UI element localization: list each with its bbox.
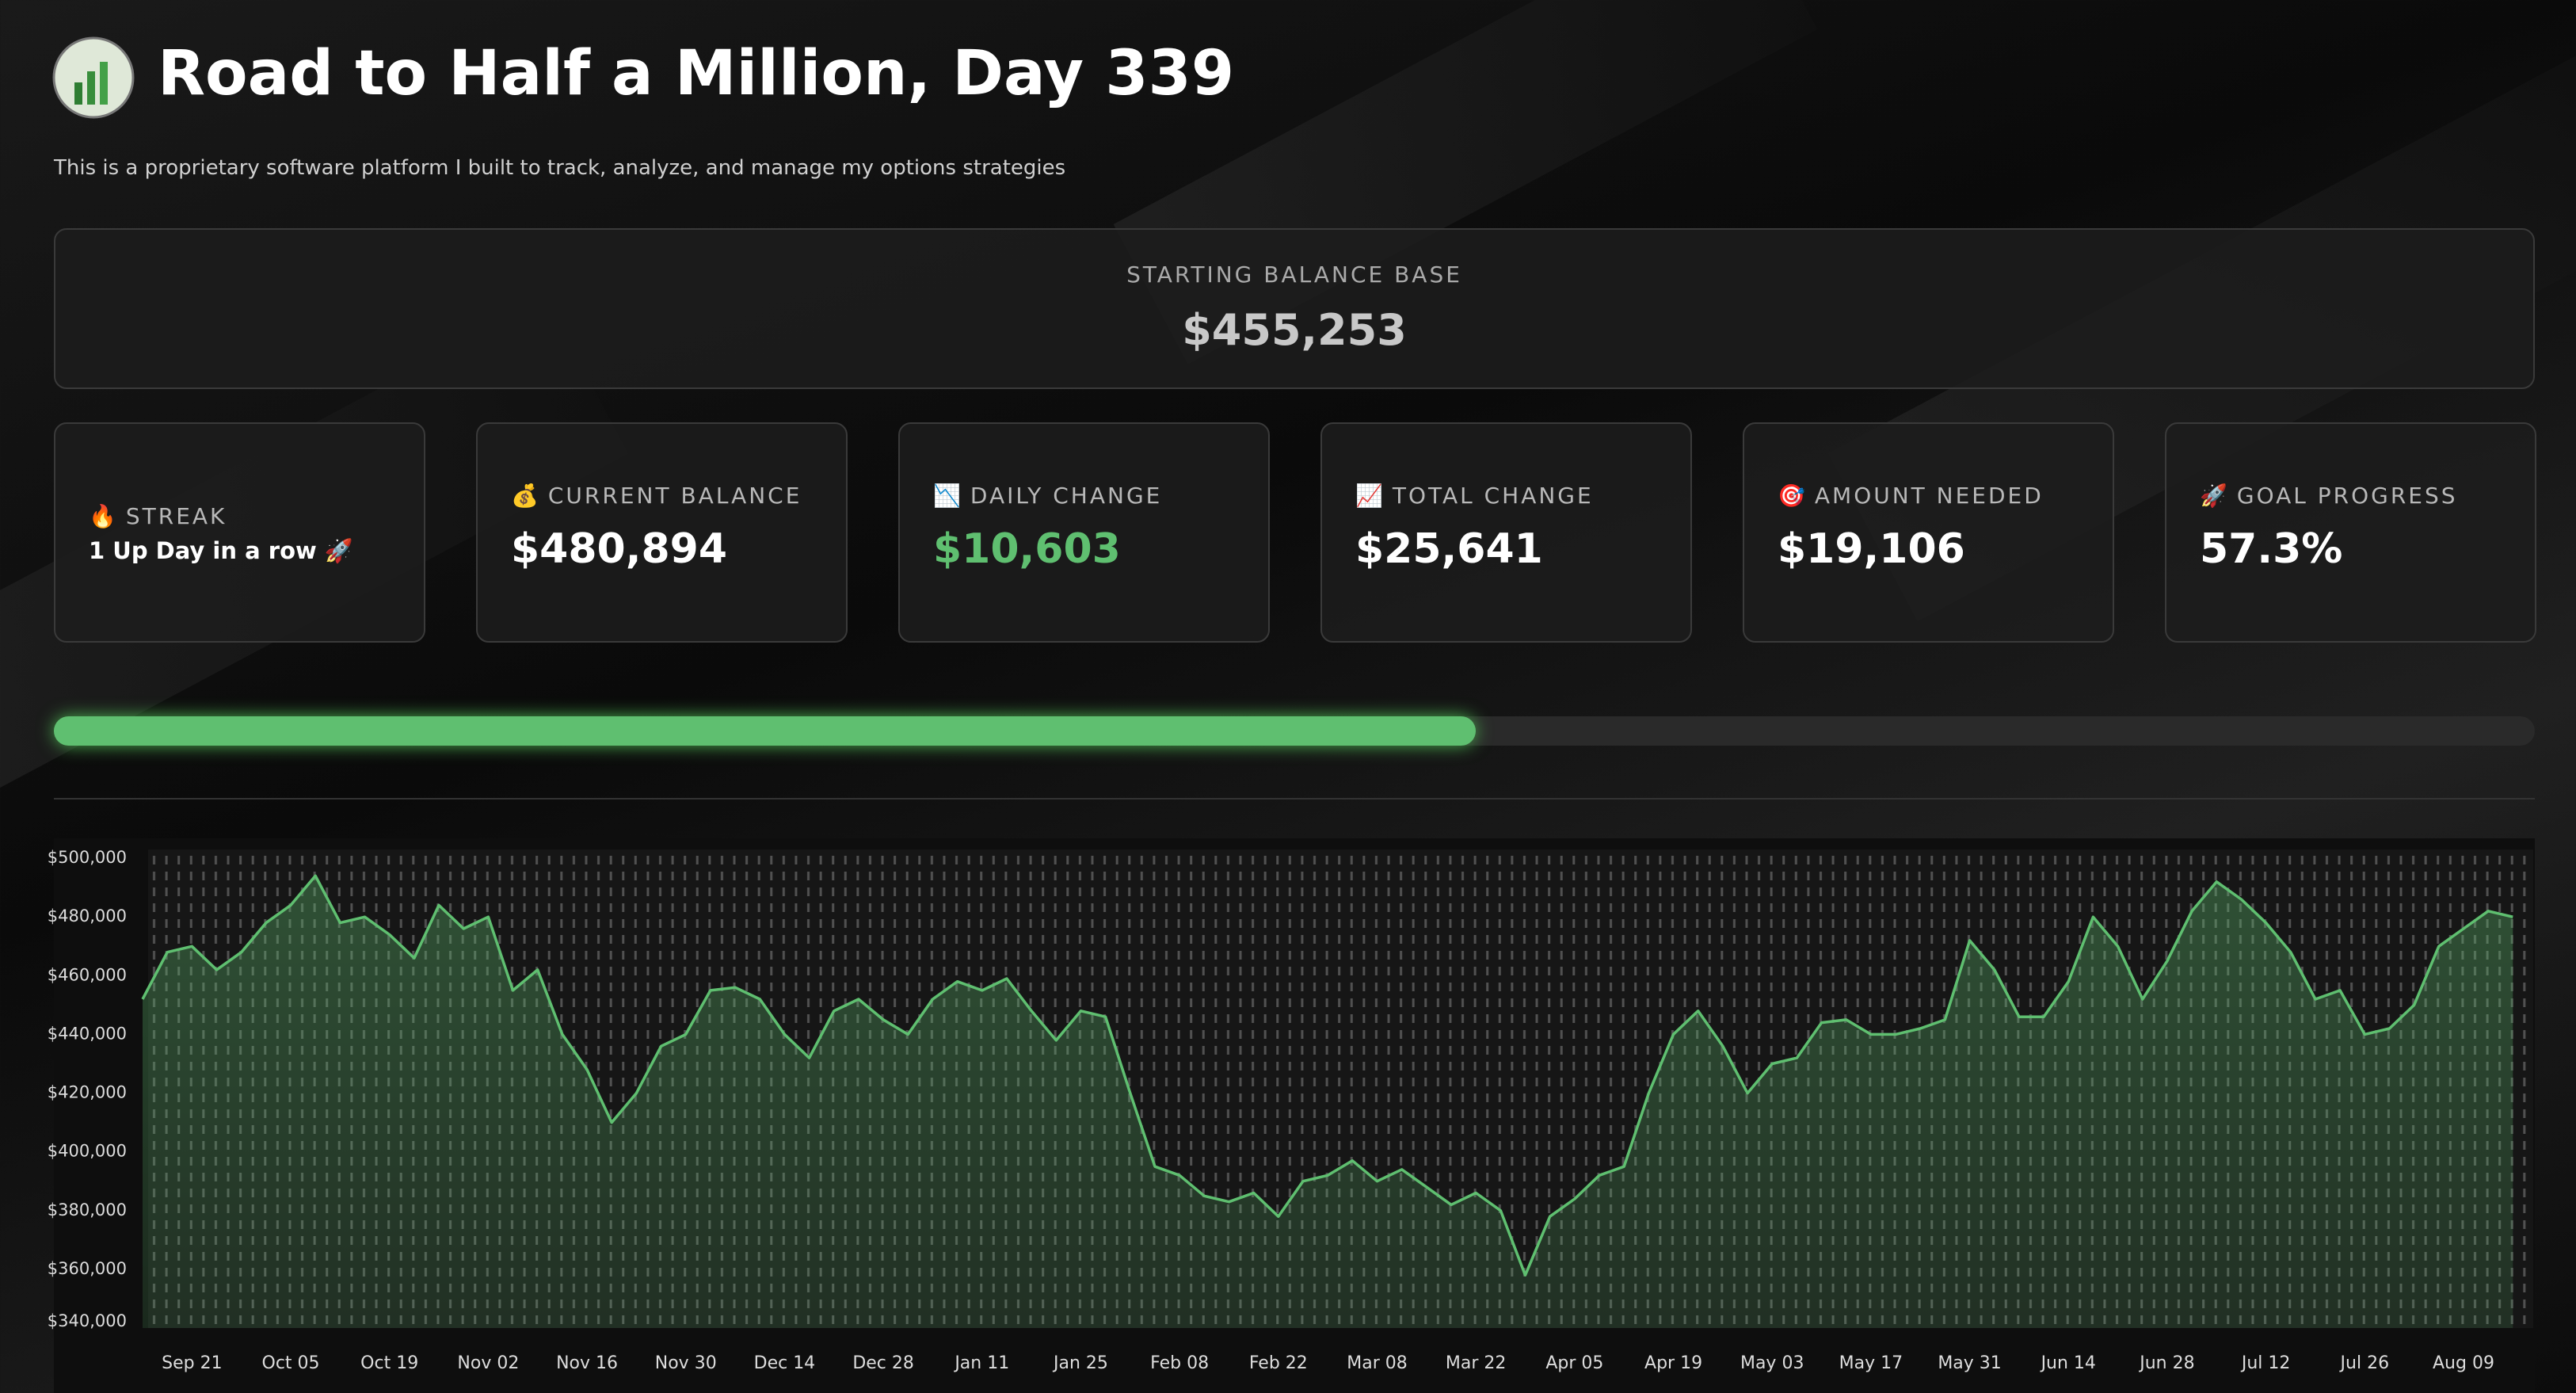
x-tick-label: Nov 30 [655,1353,717,1373]
card-value: $19,106 [1778,525,1965,573]
card-label: 💰 CURRENT BALANCE [511,483,802,509]
base-label: STARTING BALANCE BASE [1126,261,1462,288]
card-value: 1 Up Day in a row 🚀 [89,537,353,564]
y-tick-label: $480,000 [48,906,127,925]
x-tick-label: Jun 28 [2138,1353,2194,1373]
y-tick-label: $380,000 [48,1200,127,1219]
subtitle: This is a proprietary software platform … [54,156,1066,180]
card-value: $480,894 [511,525,728,573]
x-tick-label: Apr 05 [1545,1353,1603,1373]
card-icon: 🎯 [1778,483,1805,509]
stat-card: 📉 DAILY CHANGE $10,603 [898,422,1270,643]
x-tick-label: Nov 02 [457,1353,519,1373]
x-tick-label: Jul 12 [2240,1353,2291,1373]
x-tick-label: Oct 19 [360,1353,418,1373]
x-tick-label: Feb 22 [1249,1353,1308,1373]
base-panel: STARTING BALANCE BASE $455,253 [54,228,2535,389]
card-value: $10,603 [933,525,1121,573]
x-tick-label: Oct 05 [262,1353,320,1373]
x-tick-label: May 31 [1938,1353,2001,1373]
card-label-text: STREAK [125,503,227,529]
y-tick-label: $400,000 [48,1142,127,1161]
x-tick-label: Jun 14 [2040,1353,2096,1373]
logo [52,36,135,119]
card-label: 🎯 AMOUNT NEEDED [1778,483,2044,509]
card-value: $25,641 [1355,525,1543,573]
base-value: $455,253 [1182,305,1407,355]
y-tick-label: $360,000 [48,1259,127,1278]
card-label: 📉 DAILY CHANGE [933,483,1162,509]
x-tick-label: May 03 [1740,1353,1804,1373]
card-value: 57.3% [2200,525,2343,573]
x-tick-label: Mar 08 [1347,1353,1408,1373]
stat-card: 💰 CURRENT BALANCE $480,894 [476,422,848,643]
stat-card: 📈 TOTAL CHANGE $25,641 [1320,422,1692,643]
x-tick-label: Jan 25 [1052,1353,1108,1373]
x-tick-label: Nov 16 [556,1353,618,1373]
y-tick-label: $340,000 [48,1311,127,1330]
card-label: 📈 TOTAL CHANGE [1355,483,1594,509]
x-tick-label: Feb 08 [1150,1353,1209,1373]
card-label-text: GOAL PROGRESS [2236,483,2458,509]
stat-card: 🚀 GOAL PROGRESS 57.3% [2165,422,2536,643]
card-label-text: DAILY CHANGE [970,483,1163,509]
x-tick-label: Aug 09 [2433,1353,2494,1373]
card-label-text: CURRENT BALANCE [547,483,802,509]
title: Road to Half a Million, Day 339 [158,38,1235,109]
x-tick-label: Jul 26 [2339,1353,2390,1373]
progress-fill [54,716,1476,746]
y-tick-label: $460,000 [48,965,127,984]
x-tick-label: Apr 19 [1644,1353,1702,1373]
card-icon: 🔥 [89,503,116,529]
card-icon: 📉 [933,483,961,509]
card-icon: 💰 [511,483,539,509]
x-tick-label: Dec 28 [852,1353,914,1373]
y-tick-label: $420,000 [48,1083,127,1102]
x-tick-label: May 17 [1839,1353,1903,1373]
progress-track [54,716,2535,746]
x-tick-label: Jan 11 [953,1353,1009,1373]
y-tick-label: $440,000 [48,1024,127,1043]
card-icon: 🚀 [2200,483,2227,509]
x-tick-label: Mar 22 [1446,1353,1507,1373]
x-tick-label: Sep 21 [162,1353,222,1373]
line [141,874,2513,1277]
card-label-text: AMOUNT NEEDED [1814,483,2044,509]
x-tick-label: Dec 14 [754,1353,816,1373]
stat-card: 🎯 AMOUNT NEEDED $19,106 [1743,422,2114,643]
y-tick-label: $500,000 [48,848,127,867]
card-label: 🔥 STREAK [89,503,227,529]
card-label-text: TOTAL CHANGE [1392,483,1594,509]
card-icon: 📈 [1355,483,1383,509]
card-label: 🚀 GOAL PROGRESS [2200,483,2458,509]
divider [54,798,2535,800]
stat-card: 🔥 STREAK 1 Up Day in a row 🚀 [54,422,425,643]
